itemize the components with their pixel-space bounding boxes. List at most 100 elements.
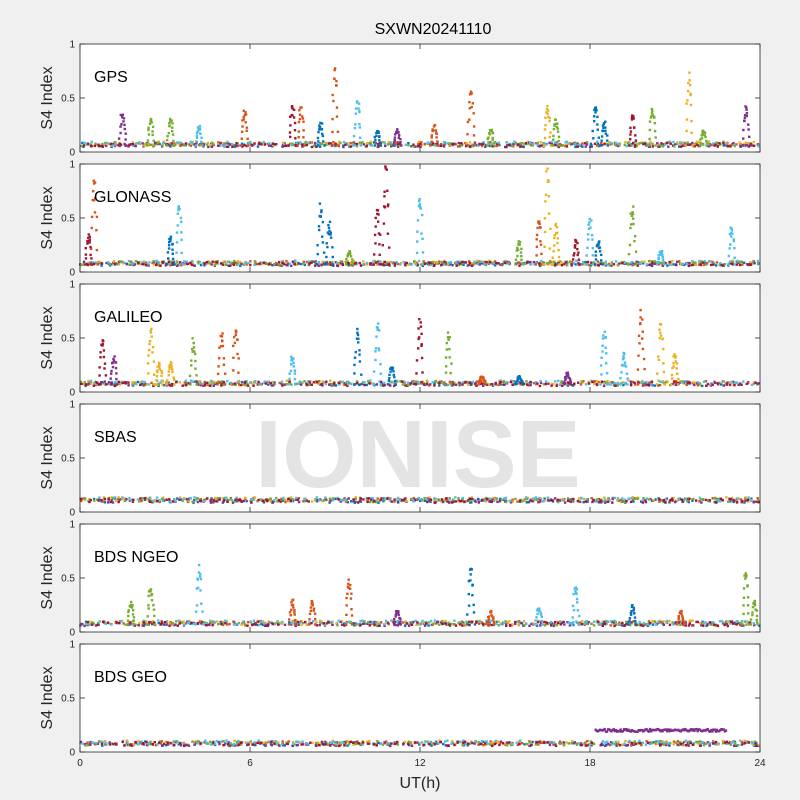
data-point — [355, 144, 358, 147]
data-point — [516, 254, 519, 258]
data-point — [318, 126, 322, 129]
data-point — [147, 264, 150, 267]
data-point — [433, 501, 437, 504]
data-point — [718, 142, 721, 145]
data-point — [722, 264, 725, 267]
data-point — [675, 362, 679, 365]
data-point — [612, 263, 616, 266]
data-point — [144, 264, 148, 267]
data-point — [235, 330, 238, 334]
data-point — [254, 623, 257, 626]
data-point — [581, 142, 584, 145]
data-point — [110, 381, 113, 385]
data-point — [601, 622, 604, 625]
data-point — [544, 193, 548, 196]
data-point — [383, 206, 387, 209]
data-point — [224, 263, 227, 267]
data-point — [563, 623, 566, 626]
data-point — [535, 233, 539, 237]
panel-label: GLONASS — [94, 189, 171, 206]
data-point — [195, 131, 199, 134]
data-point — [216, 372, 220, 376]
data-point — [434, 497, 437, 501]
data-point — [684, 497, 687, 500]
data-point — [453, 381, 456, 385]
data-point — [212, 498, 215, 502]
data-point — [101, 500, 104, 503]
data-point — [383, 381, 386, 385]
data-point — [606, 263, 609, 266]
data-point — [529, 383, 532, 387]
data-points — [79, 67, 760, 149]
data-point — [368, 500, 372, 504]
data-point — [367, 497, 371, 500]
data-point — [439, 500, 443, 503]
data-point — [175, 251, 178, 254]
data-point — [198, 380, 201, 383]
data-point — [415, 498, 419, 501]
data-point — [425, 498, 429, 502]
data-point — [515, 380, 518, 383]
data-point — [276, 621, 279, 624]
data-point — [390, 500, 393, 503]
data-point — [84, 257, 88, 260]
data-point — [544, 143, 548, 146]
data-point — [234, 144, 237, 147]
data-point — [437, 498, 440, 501]
data-point — [348, 620, 351, 623]
data-point — [150, 381, 153, 385]
data-point — [418, 200, 421, 203]
data-point — [519, 142, 522, 145]
data-point — [738, 623, 742, 627]
data-point — [109, 500, 112, 504]
data-point — [556, 130, 560, 133]
y-tick-label: 0.5 — [61, 454, 75, 465]
data-point — [598, 144, 601, 147]
data-point — [623, 361, 627, 364]
data-point — [611, 620, 614, 623]
data-point — [463, 261, 466, 264]
data-point — [740, 621, 743, 625]
data-point — [141, 623, 144, 626]
data-point — [629, 138, 632, 141]
data-point — [650, 499, 654, 502]
data-point — [260, 261, 263, 265]
data-point — [100, 262, 104, 265]
data-point — [429, 500, 432, 503]
data-point — [212, 621, 216, 624]
data-point — [219, 262, 223, 265]
data-point — [119, 125, 122, 128]
data-point — [249, 260, 252, 263]
data-point — [519, 621, 523, 625]
data-point — [291, 260, 295, 263]
data-point — [236, 352, 239, 356]
data-point — [634, 134, 637, 137]
data-point — [152, 384, 155, 388]
data-point — [608, 262, 611, 266]
data-point — [396, 262, 400, 266]
data-point — [446, 622, 450, 625]
data-point — [590, 219, 593, 222]
data-point — [132, 619, 135, 622]
data-point — [387, 379, 390, 382]
data-point — [632, 222, 635, 226]
data-point — [504, 500, 508, 504]
data-point — [350, 500, 353, 503]
data-point — [97, 143, 100, 146]
data-point — [691, 141, 694, 145]
data-point — [148, 498, 151, 501]
data-point — [434, 129, 437, 132]
data-point — [130, 606, 134, 609]
data-point — [672, 496, 675, 500]
data-point — [290, 355, 293, 358]
data-point — [518, 261, 521, 264]
data-point — [311, 500, 314, 503]
data-point — [171, 126, 174, 129]
data-point — [404, 497, 407, 500]
data-point — [393, 384, 396, 388]
data-point — [543, 620, 546, 624]
data-point — [378, 380, 381, 383]
data-point — [321, 241, 325, 244]
data-point — [471, 380, 474, 384]
data-point — [481, 262, 484, 265]
